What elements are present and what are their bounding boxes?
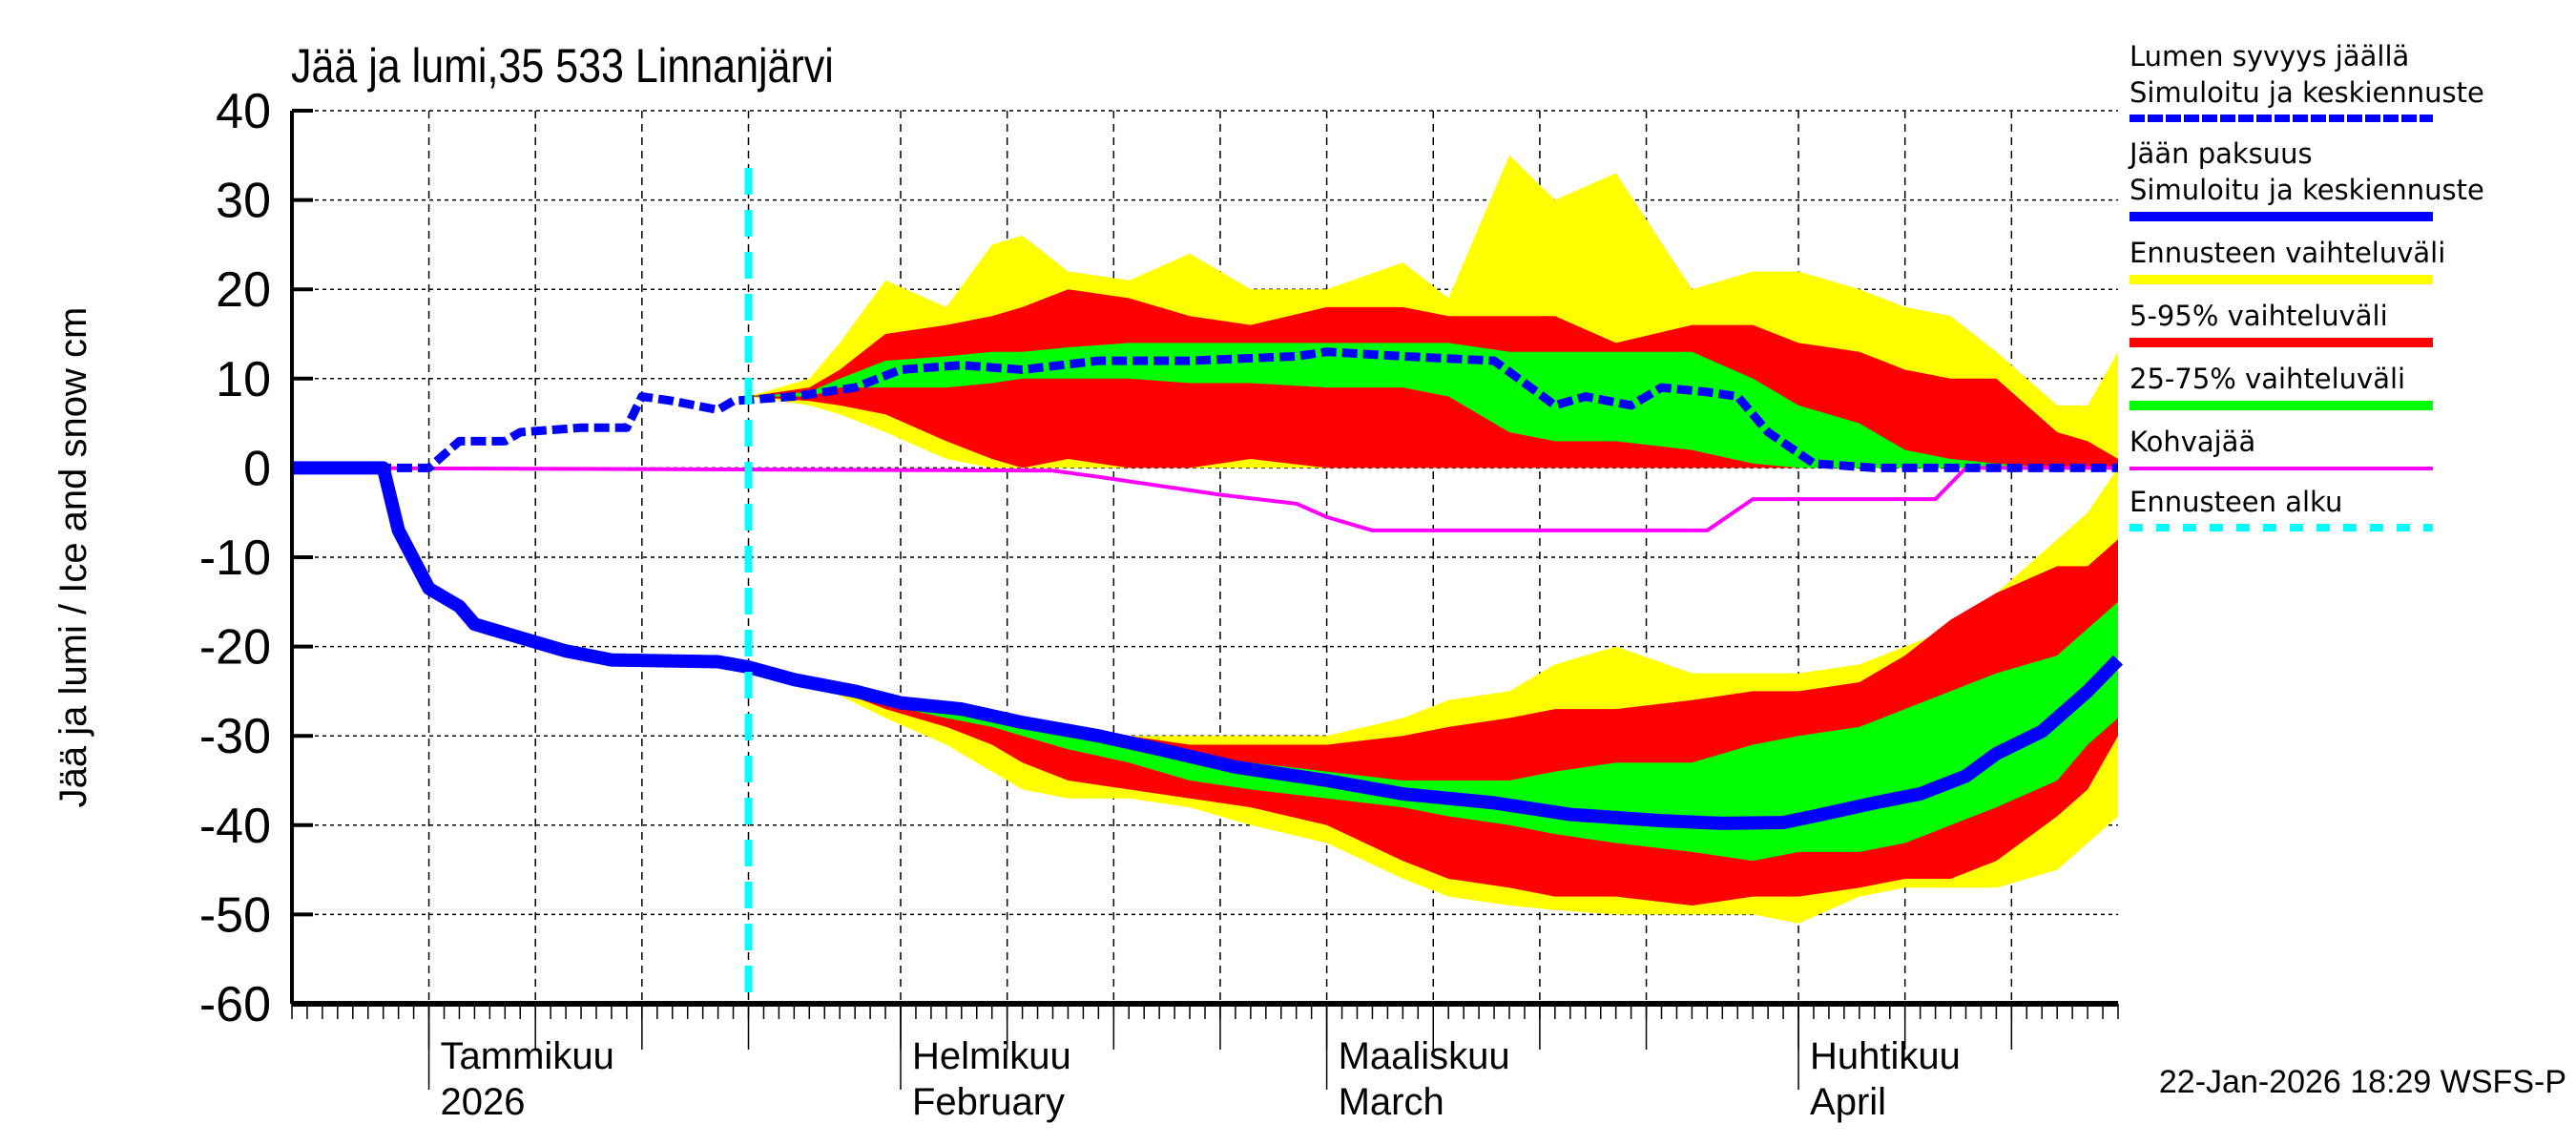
legend-label: Lumen syvyys jäällä Simuloitu ja keskien… [2129,40,2484,109]
y-tick-label: -40 [199,799,271,854]
y-tick-label: -60 [199,977,271,1032]
legend-swatch [2129,275,2433,284]
y-tick-label: -10 [199,531,271,586]
month-label-en: March [1339,1081,1444,1123]
month-label: Maaliskuu [1339,1035,1510,1077]
legend-label: Ennusteen vaihteluväli [2129,237,2446,269]
legend-item: Jään paksuus Simuloitu ja keskiennuste [2129,135,2568,221]
slush-ice-line [291,466,2118,532]
legend-label: Jään paksuus Simuloitu ja keskiennuste [2129,137,2484,206]
y-axis-label: Jää ja lumi / Ice and snow cm [52,307,94,808]
legend-item: Ennusteen alku [2129,484,2568,531]
y-tick-label: -20 [199,620,271,676]
legend-swatch [2129,524,2433,531]
legend-item: Kohvajää [2129,424,2568,470]
y-tick-label: 40 [216,84,271,139]
legend-swatch [2129,212,2433,221]
legend-swatch [2129,114,2433,122]
legend-item: 5-95% vaihteluväli [2129,298,2568,347]
y-tick-label: 30 [216,174,271,229]
legend-label: 25-75% vaihteluväli [2129,363,2406,395]
month-label: Helmikuu [912,1035,1071,1077]
legend-item: Ennusteen vaihteluväli [2129,235,2568,284]
legend-swatch [2129,338,2433,347]
y-tick-label: 10 [216,352,271,407]
legend-item: 25-75% vaihteluväli [2129,361,2568,410]
ice-25-75-band [748,601,2118,862]
month-label: Tammikuu [441,1035,614,1077]
y-tick-label: 20 [216,262,271,318]
y-tick-label: 0 [243,441,271,496]
legend-swatch [2129,401,2433,410]
legend-swatch [2129,467,2433,470]
legend-label: Kohvajää [2129,426,2256,458]
legend: Lumen syvyys jäällä Simuloitu ja keskien… [2129,38,2568,545]
y-tick-label: -30 [199,709,271,764]
chart-title: Jää ja lumi,35 533 Linnanjärvi [291,39,834,93]
month-label-en: 2026 [441,1081,526,1123]
month-label-en: April [1810,1081,1886,1123]
ice-thickness-line [292,461,2124,830]
month-label-en: February [912,1081,1065,1123]
legend-item: Lumen syvyys jäällä Simuloitu ja keskien… [2129,38,2568,122]
month-label: Huhtikuu [1810,1035,1961,1077]
snow-depth-line [292,347,2118,472]
footer-timestamp: 22-Jan-2026 18:29 WSFS-P [2159,1064,2566,1100]
y-tick-label: -50 [199,887,271,943]
legend-label: 5-95% vaihteluväli [2129,300,2388,332]
legend-label: Ennusteen alku [2129,486,2343,518]
